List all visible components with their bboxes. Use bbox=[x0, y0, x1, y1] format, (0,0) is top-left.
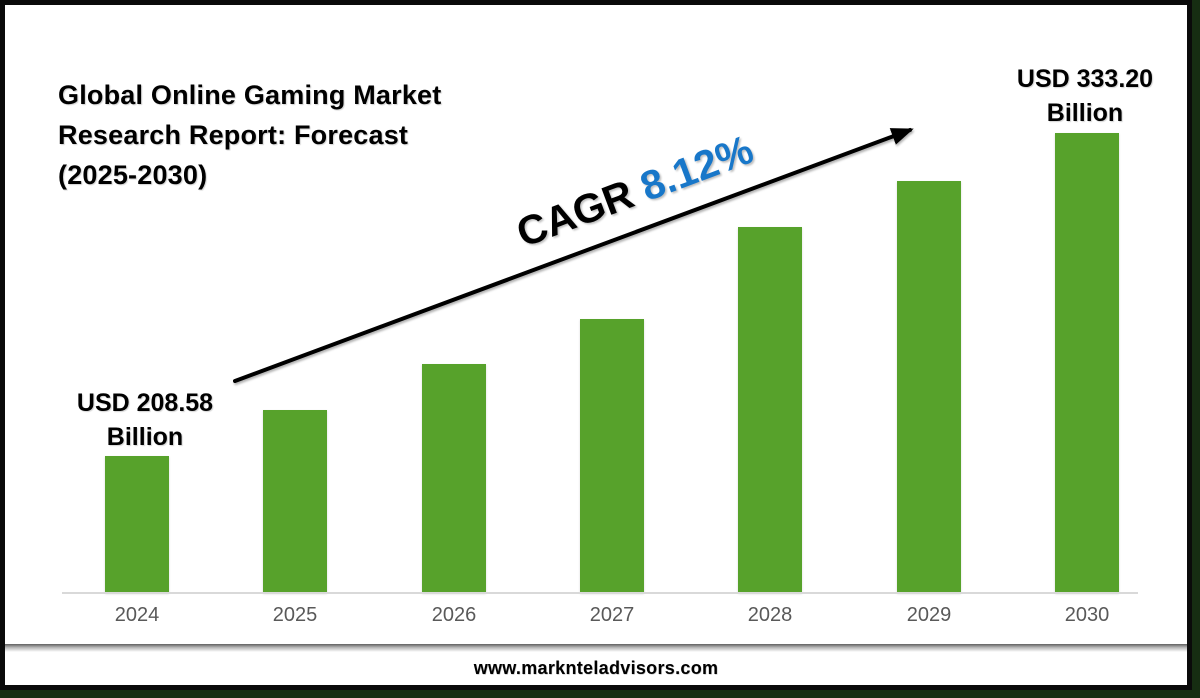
bar-2027 bbox=[580, 319, 644, 593]
x-tick-2029: 2029 bbox=[906, 604, 952, 626]
cagr-label: CAGR bbox=[510, 166, 651, 257]
x-tick-2024: 2024 bbox=[114, 604, 160, 626]
chart-title-line1: Global Online Gaming Market bbox=[58, 80, 442, 110]
footer-shadow-divider bbox=[5, 644, 1187, 652]
value-label-2030-line1: USD 333.20 bbox=[1016, 65, 1154, 93]
chart-canvas: Global Online Gaming Market Research Rep… bbox=[5, 5, 1187, 685]
bar-2030 bbox=[1055, 133, 1119, 593]
x-tick-2027: 2027 bbox=[589, 604, 635, 626]
footer-bar: www.marknteladvisors.com bbox=[5, 652, 1187, 685]
footer-website-url: www.marknteladvisors.com bbox=[473, 658, 719, 678]
x-tick-2030: 2030 bbox=[1064, 604, 1110, 626]
x-tick-2025: 2025 bbox=[272, 604, 318, 626]
chart-title: Global Online Gaming Market Research Rep… bbox=[58, 75, 528, 195]
value-label-2030: USD 333.20 Billion bbox=[965, 62, 1200, 130]
bar-2029 bbox=[897, 181, 961, 593]
bar-2025 bbox=[263, 410, 327, 593]
bar-2024 bbox=[105, 456, 169, 593]
value-label-2024-line1: USD 208.58 bbox=[76, 389, 214, 417]
cagr-value: 8.12% bbox=[634, 125, 760, 210]
x-tick-2026: 2026 bbox=[431, 604, 477, 626]
x-tick-2028: 2028 bbox=[747, 604, 793, 626]
value-label-2024: USD 208.58 Billion bbox=[25, 386, 265, 454]
value-label-2024-line2: Billion bbox=[106, 423, 184, 451]
chart-title-line2: Research Report: Forecast bbox=[58, 120, 409, 150]
x-axis-line bbox=[62, 592, 1138, 594]
bar-2028 bbox=[738, 227, 802, 593]
chart-title-line3: (2025-2030) bbox=[58, 160, 208, 190]
value-label-2030-line2: Billion bbox=[1046, 99, 1124, 127]
bar-2026 bbox=[422, 364, 486, 593]
